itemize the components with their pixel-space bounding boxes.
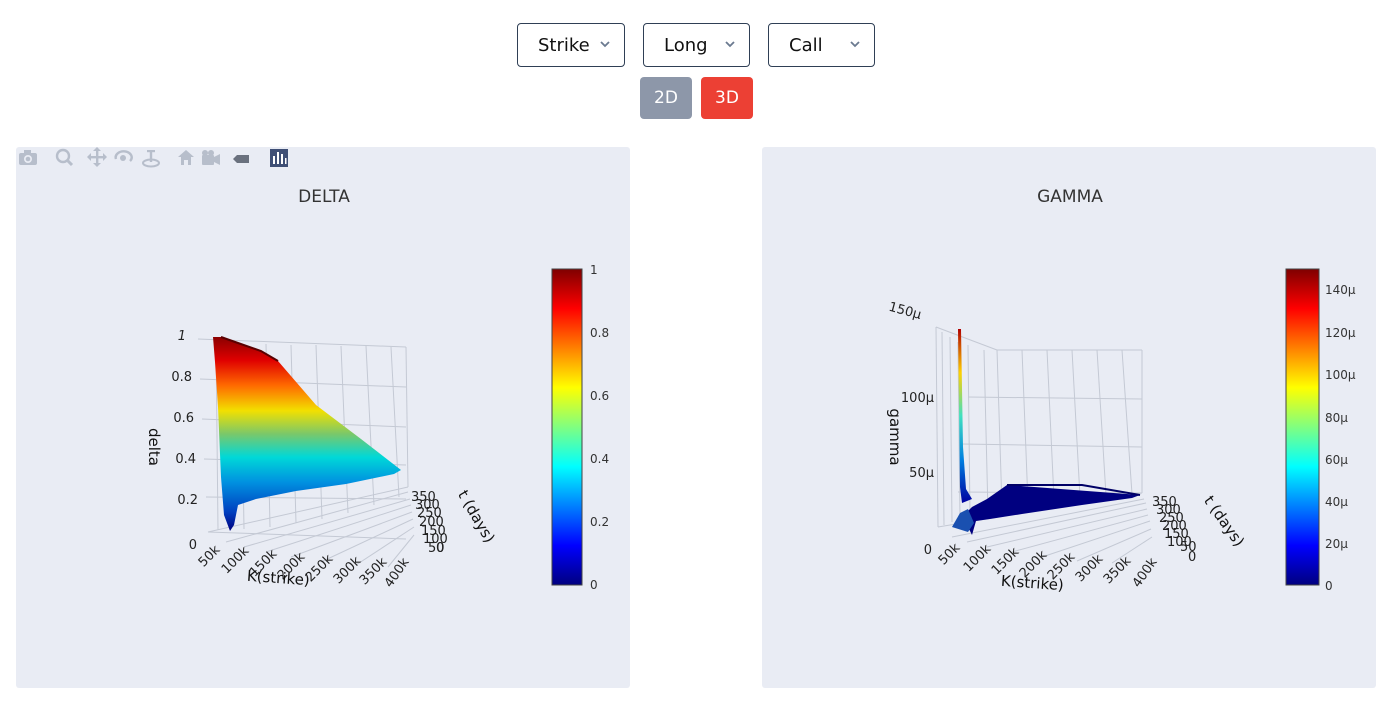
svg-text:0.8: 0.8 xyxy=(590,326,609,340)
axis-grid xyxy=(935,326,1153,564)
svg-text:200: 200 xyxy=(1162,519,1187,534)
orbit-rotation-icon[interactable] xyxy=(114,150,133,162)
reset-camera-home-icon[interactable] xyxy=(178,150,194,165)
svg-text:20μ: 20μ xyxy=(1325,537,1348,551)
svg-text:400k: 400k xyxy=(1130,555,1161,590)
option-type-select-value: Call xyxy=(789,35,823,56)
y-axis: 350 300 250 200 150 100 50 0 t (days) xyxy=(1152,492,1248,565)
gamma-plot-svg[interactable]: GAMMA xyxy=(762,147,1376,688)
svg-text:1: 1 xyxy=(590,263,598,277)
svg-text:150μ: 150μ xyxy=(887,300,923,323)
svg-text:100: 100 xyxy=(423,532,448,547)
z-axis-label: gamma xyxy=(886,408,904,465)
svg-text:100μ: 100μ xyxy=(901,391,934,406)
hover-spikes-icon[interactable] xyxy=(233,155,249,163)
svg-text:40μ: 40μ xyxy=(1325,495,1348,509)
y-axis-label: t (days) xyxy=(1200,492,1248,550)
svg-text:0: 0 xyxy=(924,543,932,558)
svg-text:0.4: 0.4 xyxy=(175,452,196,467)
plotly-logo-icon[interactable] xyxy=(270,149,288,167)
svg-text:140μ: 140μ xyxy=(1325,283,1356,297)
plot-title: DELTA xyxy=(298,187,350,207)
zoom-icon[interactable] xyxy=(55,148,74,167)
turntable-rotation-icon[interactable] xyxy=(142,150,160,168)
svg-text:300k: 300k xyxy=(1073,551,1107,585)
x-axis: 50k 100k 150k 200k 250k 300k 350k 400k K… xyxy=(936,540,1161,594)
position-select[interactable]: Long xyxy=(643,23,750,67)
y-axis: 350 300 250 200 150 100 50 0 t (days) xyxy=(411,487,499,556)
svg-text:120μ: 120μ xyxy=(1325,326,1356,340)
svg-text:0: 0 xyxy=(1188,550,1196,565)
svg-text:50k: 50k xyxy=(936,540,964,568)
svg-text:50: 50 xyxy=(1180,540,1197,555)
option-type-select[interactable]: Call xyxy=(768,23,875,67)
x-axis-label: K(strike) xyxy=(246,567,310,589)
axis-grid xyxy=(197,338,415,568)
colorbar-ticks: 1 0.8 0.6 0.4 0.2 0 xyxy=(590,263,609,592)
svg-text:60μ: 60μ xyxy=(1325,453,1348,467)
camera-last-save-icon[interactable] xyxy=(202,150,220,165)
svg-text:100: 100 xyxy=(1167,535,1192,550)
svg-text:400k: 400k xyxy=(382,555,413,590)
svg-text:1: 1 xyxy=(178,329,186,344)
gamma-plot-panel[interactable]: GAMMA xyxy=(762,147,1376,688)
chevron-down-icon xyxy=(850,41,860,48)
svg-text:50: 50 xyxy=(428,541,445,556)
svg-text:300: 300 xyxy=(1156,503,1181,518)
z-axis: 1 0.8 0.6 0.4 0.2 0 delta xyxy=(145,329,198,553)
svg-text:350: 350 xyxy=(1152,495,1177,510)
plot-modebar xyxy=(19,147,288,168)
plot-title: GAMMA xyxy=(1037,187,1103,207)
svg-text:250: 250 xyxy=(417,506,442,521)
svg-text:350: 350 xyxy=(411,490,436,505)
svg-text:0.8: 0.8 xyxy=(171,370,192,385)
svg-text:300k: 300k xyxy=(331,553,365,587)
chevron-down-icon xyxy=(600,41,610,48)
z-axis: 150μ 100μ 50μ 0 gamma xyxy=(886,300,934,558)
delta-plot-svg[interactable]: DELTA xyxy=(16,147,630,688)
delta-plot-panel[interactable]: DELTA xyxy=(16,147,630,688)
svg-text:0.2: 0.2 xyxy=(177,493,198,508)
delta-surface[interactable] xyxy=(213,337,401,531)
view-3d-button[interactable]: 3D xyxy=(701,77,753,119)
variable-select[interactable]: Strike xyxy=(517,23,625,67)
z-axis-label: delta xyxy=(145,428,163,466)
colorbar xyxy=(551,268,583,586)
x-axis-label: K(strike) xyxy=(1000,572,1064,594)
svg-text:0.6: 0.6 xyxy=(590,389,609,403)
chevron-down-icon xyxy=(725,41,735,48)
controls-bar: Strike Long Call xyxy=(0,23,1400,69)
view-2d-button[interactable]: 2D xyxy=(640,77,692,119)
gamma-spike xyxy=(958,329,972,503)
colorbar-ticks: 140μ 120μ 100μ 80μ 60μ 40μ 20μ 0 xyxy=(1325,283,1356,593)
svg-text:50μ: 50μ xyxy=(909,466,934,481)
svg-text:0: 0 xyxy=(1325,579,1333,593)
svg-text:0: 0 xyxy=(436,541,444,556)
camera-icon[interactable] xyxy=(19,150,37,165)
variable-select-value: Strike xyxy=(538,35,590,56)
y-axis-label: t (days) xyxy=(454,487,498,546)
svg-text:0: 0 xyxy=(189,538,197,553)
svg-text:100μ: 100μ xyxy=(1325,368,1356,382)
svg-text:300: 300 xyxy=(415,498,440,513)
svg-text:0.6: 0.6 xyxy=(173,411,194,426)
svg-text:0: 0 xyxy=(590,578,598,592)
svg-text:250: 250 xyxy=(1159,511,1184,526)
gamma-surface[interactable] xyxy=(958,485,1140,535)
svg-text:200: 200 xyxy=(419,515,444,530)
svg-text:80μ: 80μ xyxy=(1325,411,1348,425)
svg-text:150: 150 xyxy=(1164,527,1189,542)
svg-text:0.2: 0.2 xyxy=(590,515,609,529)
pan-icon[interactable] xyxy=(87,147,107,167)
position-select-value: Long xyxy=(664,35,708,56)
colorbar xyxy=(1285,268,1320,586)
svg-text:150: 150 xyxy=(421,524,446,539)
svg-text:0.4: 0.4 xyxy=(590,452,609,466)
